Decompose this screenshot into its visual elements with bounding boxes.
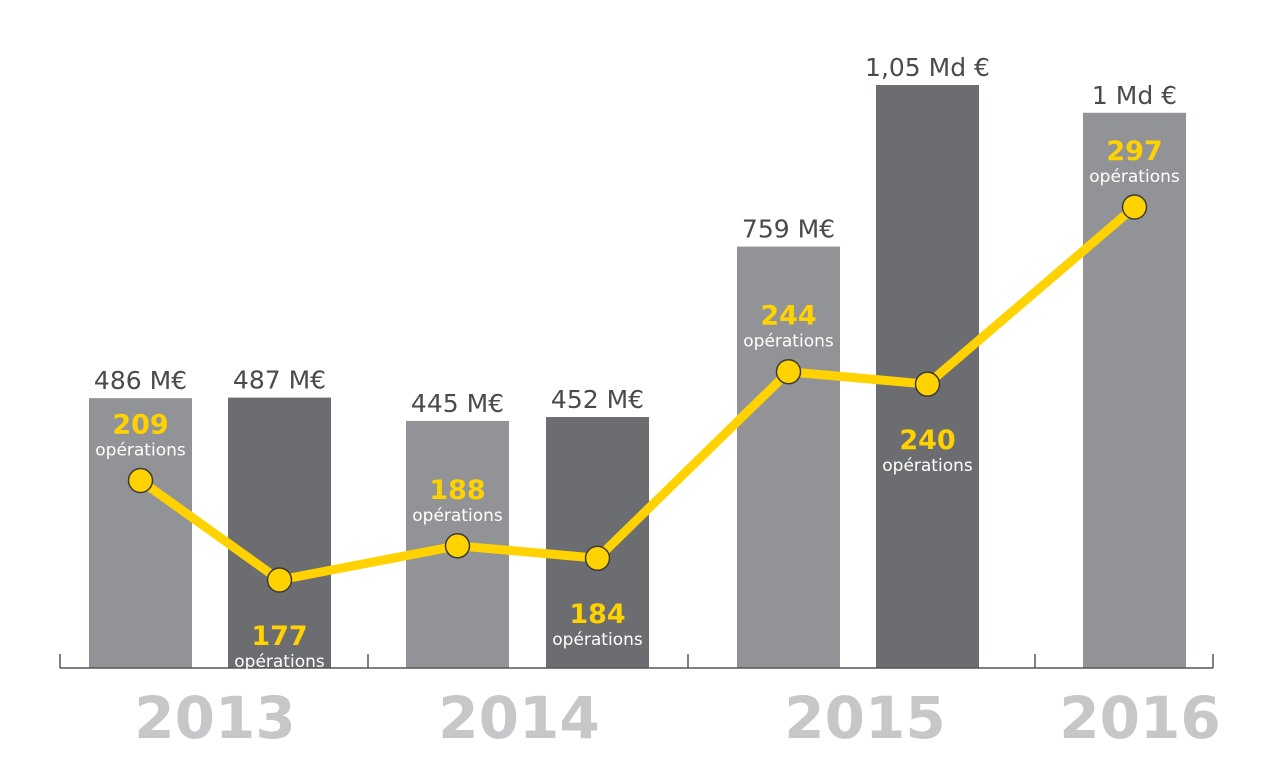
operations-point: [266, 567, 293, 593]
operations-word: opérations: [882, 456, 973, 476]
operations-count: 188: [429, 475, 485, 506]
labels-layer: 486 M€ 487 M€ 445 M€ 452 M€ 759 M€ 1,05 Md € 1…: [94, 53, 1221, 752]
operations-count: 177: [251, 621, 307, 652]
bar-2013-light: [89, 398, 192, 668]
operations-point: [444, 533, 471, 559]
bar-value-label: 487 M€: [233, 366, 326, 395]
operations-point: [1121, 194, 1148, 220]
operations-count: 240: [899, 425, 955, 456]
bar-value-label: 1,05 Md €: [865, 53, 990, 82]
operations-count: 184: [569, 599, 625, 630]
operations-point: [127, 467, 154, 494]
bar-2013-dark: [228, 397, 331, 668]
operations-word: opérations: [1089, 167, 1180, 187]
operations-word: opérations: [95, 441, 186, 461]
bar-2014-dark: [546, 417, 649, 668]
operations-word: opérations: [552, 630, 643, 650]
year-label: 2013: [134, 684, 295, 752]
operations-count: 244: [760, 301, 816, 332]
bar-value-label: 759 M€: [742, 215, 835, 244]
operations-count: 209: [112, 410, 168, 441]
operations-point: [914, 371, 941, 397]
bar-value-label: 445 M€: [411, 389, 504, 418]
x-axis: [59, 654, 1214, 669]
year-label: 2014: [438, 684, 599, 752]
bar-value-label: 1 Md €: [1092, 81, 1177, 110]
operations-point: [584, 545, 611, 571]
bar-value-label: 452 M€: [551, 385, 644, 414]
operations-word: opérations: [234, 652, 325, 672]
bar-value-label: 486 M€: [94, 366, 187, 395]
operations-point: [775, 358, 802, 385]
operations-count: 297: [1106, 136, 1162, 167]
operations-word: opérations: [743, 332, 834, 352]
operations-word: opérations: [412, 506, 503, 526]
operations-line-layer: [127, 194, 1148, 593]
year-label: 2015: [784, 684, 945, 752]
year-label: 2016: [1059, 684, 1220, 752]
bar-2015-light: [737, 246, 840, 668]
